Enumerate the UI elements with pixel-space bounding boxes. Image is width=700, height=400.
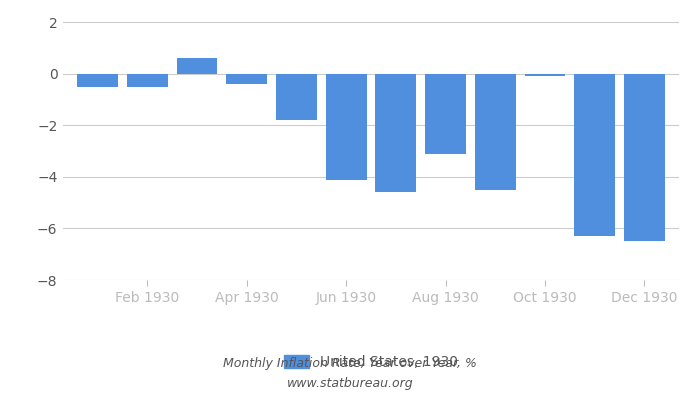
Bar (574, 74, 615, 236)
Bar (375, 74, 416, 192)
Bar (276, 74, 317, 120)
Text: Monthly Inflation Rate, Year over Year, %: Monthly Inflation Rate, Year over Year, … (223, 358, 477, 370)
Bar (177, 58, 218, 74)
Bar (226, 74, 267, 84)
Bar (524, 74, 565, 76)
Bar (624, 74, 664, 241)
Bar (475, 74, 516, 190)
Bar (78, 74, 118, 87)
Legend: United States, 1930: United States, 1930 (279, 350, 463, 375)
Bar (326, 74, 367, 180)
Text: www.statbureau.org: www.statbureau.org (287, 378, 413, 390)
Bar (127, 74, 168, 87)
Bar (425, 74, 466, 154)
